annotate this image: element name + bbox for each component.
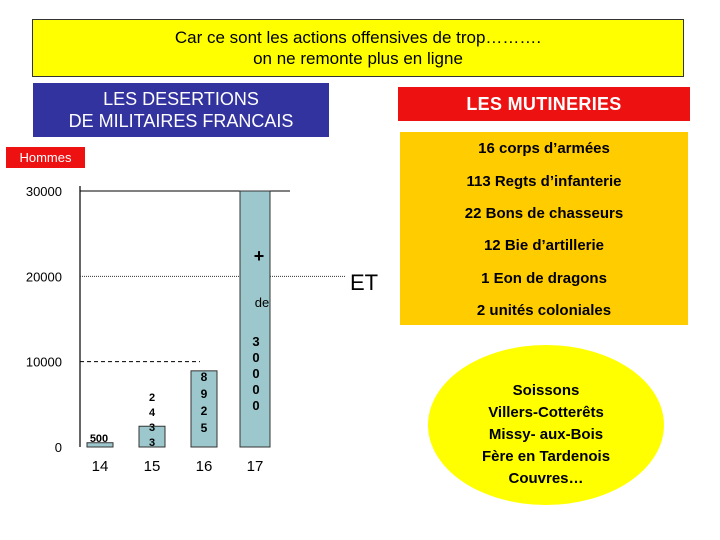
bar	[239, 190, 271, 448]
mutineries-title: LES MUTINERIES	[398, 87, 690, 121]
et-label: ET	[350, 270, 379, 295]
place-line: Soissons	[512, 382, 580, 399]
mutinies-units-box: 16 corps d’armées 113 Regts d’infanterie…	[400, 132, 688, 325]
banner-line-2: on ne remonte plus en ligne	[253, 49, 463, 68]
place-line: Villers-Cotterêts	[488, 404, 604, 421]
unit-line: 2 unités coloniales	[476, 302, 612, 319]
y-tick-label: 0	[55, 440, 62, 455]
y-axis-label: Hommes	[6, 147, 85, 168]
x-tick-label: 17	[247, 458, 264, 475]
bar	[86, 442, 114, 448]
places-ellipse: Soissons Villers-Cotterêts Missy- aux-Bo…	[428, 345, 664, 505]
unit-line: 22 Bons de chasseurs	[464, 205, 624, 222]
desertions-title-line-1: LES DESERTIONS	[103, 89, 259, 109]
banner-line-1: Car ce sont les actions offensives de tr…	[174, 28, 542, 47]
place-line: Couvres…	[508, 470, 584, 487]
desertions-title-line-2: DE MILITAIRES FRANCAIS	[68, 111, 294, 131]
data-label: 500	[90, 433, 108, 445]
x-tick-label: 15	[144, 458, 161, 475]
y-tick-label: 30000	[26, 184, 62, 199]
unit-line: 16 corps d’armées	[478, 140, 610, 157]
place-line: Missy- aux-Bois	[488, 426, 604, 443]
x-tick-label: 14	[92, 458, 109, 475]
desertions-title: LES DESERTIONS DE MILITAIRES FRANCAIS	[33, 83, 329, 137]
x-tick-label: 16	[196, 458, 213, 475]
y-tick-label: 10000	[26, 355, 62, 370]
annotation-de: de	[255, 295, 269, 310]
unit-line: 12 Bie d’artillerie	[483, 237, 605, 254]
annotation-plus: +	[254, 246, 265, 266]
place-line: Fère en Tardenois	[481, 448, 611, 465]
y-tick-label: 20000	[26, 269, 62, 284]
unit-line: 1 Eon de dragons	[481, 270, 607, 287]
bar	[138, 425, 166, 448]
unit-line: 113 Regts d’infanterie	[466, 173, 622, 190]
banner: Car ce sont les actions offensives de tr…	[32, 19, 684, 77]
bar	[190, 370, 218, 448]
